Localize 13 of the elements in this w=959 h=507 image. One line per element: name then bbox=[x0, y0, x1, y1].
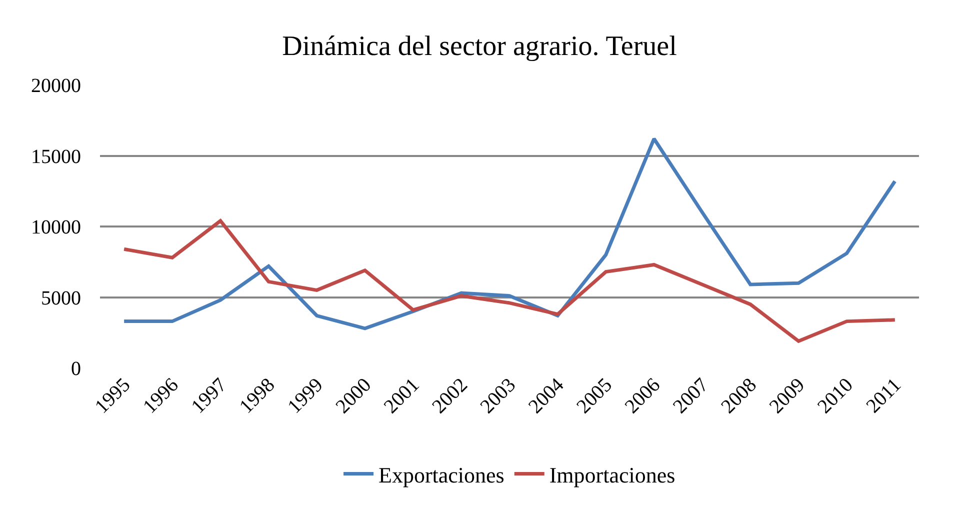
legend-label: Importaciones bbox=[549, 462, 676, 488]
chart-title: Dinámica del sector agrario. Teruel bbox=[282, 31, 678, 62]
y-tick-label: 0 bbox=[71, 358, 81, 380]
legend-label: Exportaciones bbox=[378, 462, 504, 488]
y-tick-label: 5000 bbox=[41, 287, 81, 310]
x-tick-label: 2011 bbox=[862, 374, 906, 418]
y-tick-label: 20000 bbox=[31, 75, 81, 97]
x-tick-label: 2001 bbox=[380, 374, 424, 418]
y-tick-label: 10000 bbox=[31, 216, 81, 238]
y-tick-label: 15000 bbox=[31, 146, 81, 168]
x-tick-label: 1999 bbox=[284, 374, 328, 418]
line-series bbox=[122, 219, 897, 343]
line-series bbox=[122, 137, 897, 330]
